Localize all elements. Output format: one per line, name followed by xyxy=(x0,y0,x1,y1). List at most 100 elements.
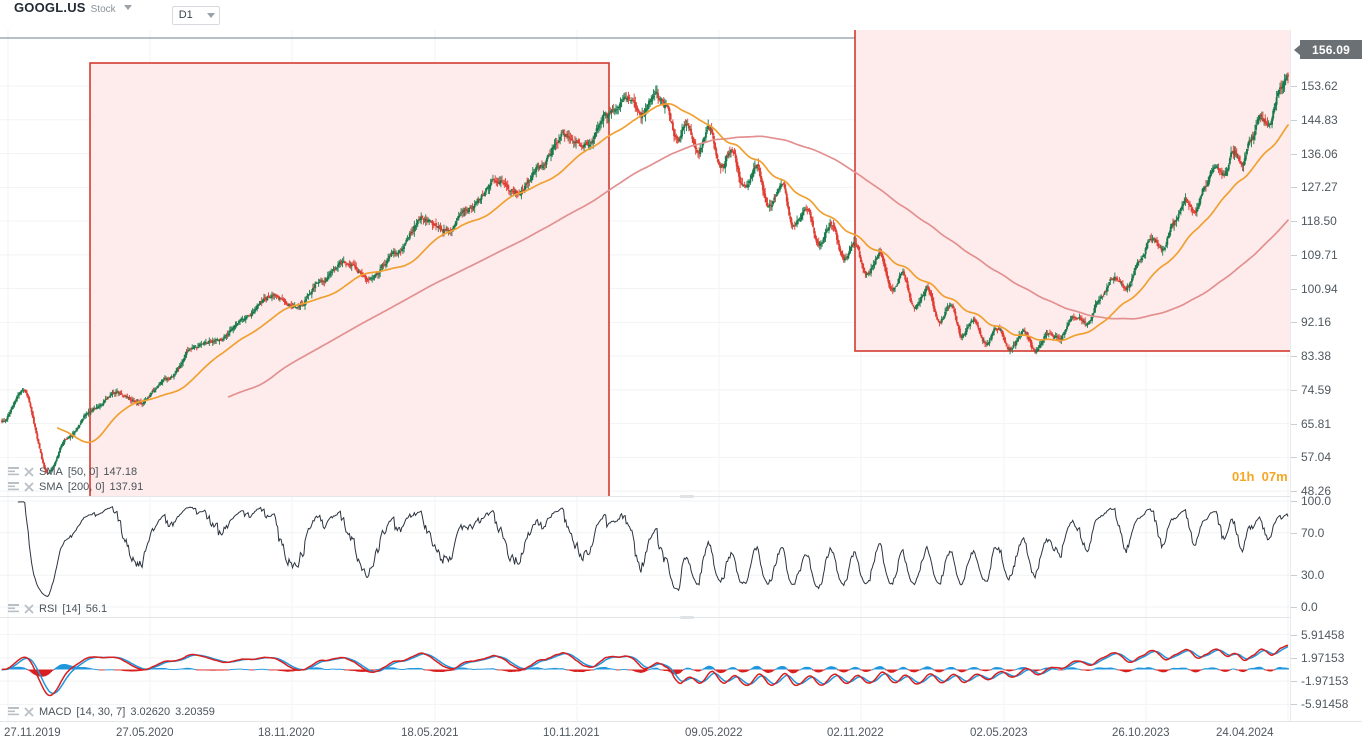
price-tick-mark xyxy=(1291,491,1297,493)
macd-tick-label: -5.91458 xyxy=(1301,697,1349,712)
price-tick-label: 109.71 xyxy=(1301,247,1338,262)
legend-params-sma50: [50, 0] xyxy=(67,466,99,478)
annotation-rectangle-1[interactable] xyxy=(854,30,1291,352)
date-tick-label: 02.11.2022 xyxy=(827,727,884,739)
legend-params-rsi: [14] xyxy=(62,603,81,615)
settings-icon[interactable] xyxy=(8,467,19,477)
settings-icon[interactable] xyxy=(8,707,19,717)
settings-icon[interactable] xyxy=(8,604,19,614)
price-tick-mark xyxy=(1291,423,1297,425)
indicator-legend-macd[interactable]: MACD [14, 30, 7] 3.02620 3.20359 xyxy=(8,706,215,718)
date-tick-label: 27.11.2019 xyxy=(4,727,61,739)
price-tick-mark xyxy=(1291,389,1297,391)
macd-panel[interactable] xyxy=(0,618,1291,721)
date-tick-label: 24.04.2024 xyxy=(1216,727,1274,739)
indicator-legend-sma200[interactable]: SMA [200, 0] 137.91 xyxy=(8,481,143,493)
price-tick-label: 127.27 xyxy=(1301,180,1338,195)
date-tick-label: 02.05.2023 xyxy=(970,727,1028,739)
date-axis-divider xyxy=(0,721,1362,722)
macd-tick-mark xyxy=(1291,681,1297,683)
rsi-panel[interactable] xyxy=(0,497,1291,617)
settings-icon[interactable] xyxy=(8,482,19,492)
countdown-hours: 01h xyxy=(1232,469,1255,484)
countdown-minutes: 07m xyxy=(1261,469,1288,484)
macd-tick-label: 1.97153 xyxy=(1301,650,1345,665)
chart-toolbar: GOOGL.US Stock D1 xyxy=(0,0,1362,30)
legend-value-sma200: 137.91 xyxy=(109,481,144,493)
price-axis-divider xyxy=(1290,0,1291,746)
rsi-line xyxy=(17,501,1289,597)
price-tick-label: 144.83 xyxy=(1301,112,1338,127)
legend-label-sma200: SMA xyxy=(39,481,63,493)
indicator-legend-sma50[interactable]: SMA [50, 0] 147.18 xyxy=(8,466,137,478)
close-icon[interactable] xyxy=(24,707,34,717)
rsi-tick-mark xyxy=(1291,607,1297,608)
timeframe-label: D1 xyxy=(178,9,193,21)
macd-line xyxy=(1,644,1289,697)
price-chart-panel[interactable] xyxy=(0,30,1291,496)
panel-resize-grip-macd[interactable] xyxy=(680,616,694,619)
legend-params-macd: [14, 30, 7] xyxy=(76,706,126,718)
instrument-type-label: Stock xyxy=(90,4,116,15)
panel-resize-grip-rsi[interactable] xyxy=(680,495,694,498)
price-tick-mark xyxy=(1291,86,1297,87)
close-icon[interactable] xyxy=(24,482,34,492)
sma200-line xyxy=(227,135,1289,398)
legend-value-signal: 3.20359 xyxy=(175,706,215,718)
rsi-tick-mark xyxy=(1291,501,1297,502)
price-tick-label: 83.38 xyxy=(1301,349,1332,364)
legend-params-sma200: [200, 0] xyxy=(67,481,105,493)
last-price-badge: 156.09 xyxy=(1294,40,1362,59)
legend-label-sma50: SMA xyxy=(39,466,63,478)
date-tick-label: 10.11.2021 xyxy=(543,727,600,739)
sma50-line xyxy=(56,102,1289,444)
close-icon[interactable] xyxy=(24,604,34,614)
date-tick-label: 18.05.2021 xyxy=(401,727,459,739)
date-tick-label: 26.10.2023 xyxy=(1112,727,1170,739)
price-axis[interactable]: 153.62 144.83 136.06 127.27 118.50 109.71 100.… xyxy=(1291,30,1362,721)
chevron-down-icon[interactable] xyxy=(123,5,132,10)
price-tick-mark xyxy=(1291,153,1297,155)
price-tick-label: 100.94 xyxy=(1301,281,1338,296)
price-tick-label: 136.06 xyxy=(1301,146,1338,161)
annotation-rectangle-0[interactable] xyxy=(89,62,610,496)
date-tick-label: 18.11.2020 xyxy=(258,727,315,739)
rsi-canvas xyxy=(0,497,1291,617)
legend-value-macd: 3.02620 xyxy=(130,706,171,718)
chevron-down-icon[interactable] xyxy=(206,12,215,18)
timeframe-selector[interactable]: D1 xyxy=(171,5,220,25)
macd-tick-mark xyxy=(1291,657,1297,659)
macd-canvas xyxy=(0,618,1291,721)
price-tick-mark xyxy=(1291,119,1297,121)
candlestick-series xyxy=(1,72,1289,475)
price-tick-mark xyxy=(1291,322,1297,324)
rsi-tick-label: 0.0 xyxy=(1301,600,1318,614)
rsi-tick-label: 100.0 xyxy=(1301,494,1332,508)
bar-countdown: 01h 07m xyxy=(1232,469,1288,484)
price-tick-label: 153.62 xyxy=(1301,79,1338,93)
price-tick-mark xyxy=(1291,254,1297,256)
price-tick-label: 74.59 xyxy=(1301,382,1332,397)
rsi-tick-mark xyxy=(1291,575,1297,577)
rsi-tick-label: 30.0 xyxy=(1301,568,1325,583)
indicator-legend-rsi[interactable]: RSI [14] 56.1 xyxy=(8,603,107,615)
macd-tick-label: 5.91458 xyxy=(1301,627,1345,642)
price-tick-mark xyxy=(1291,288,1297,290)
price-tick-mark xyxy=(1291,356,1297,358)
symbol-selector[interactable]: GOOGL.US Stock xyxy=(0,0,144,30)
close-icon[interactable] xyxy=(24,467,34,477)
price-tick-mark xyxy=(1291,187,1297,189)
price-tick-mark xyxy=(1291,221,1297,223)
price-tick-mark xyxy=(1291,457,1297,459)
date-axis[interactable]: 27.11.2019 27.05.2020 18.11.2020 18.05.2021… xyxy=(0,721,1362,746)
date-tick-label: 09.05.2022 xyxy=(685,727,743,739)
legend-value-sma50: 147.18 xyxy=(103,466,138,478)
price-tick-label: 57.04 xyxy=(1301,450,1332,465)
macd-tick-label: -1.97153 xyxy=(1301,674,1349,689)
legend-label-macd: MACD xyxy=(39,706,72,718)
legend-value-rsi: 56.1 xyxy=(85,603,108,615)
price-tick-label: 118.50 xyxy=(1301,214,1337,229)
macd-tick-mark xyxy=(1291,704,1297,706)
rsi-tick-label: 70.0 xyxy=(1301,525,1325,540)
